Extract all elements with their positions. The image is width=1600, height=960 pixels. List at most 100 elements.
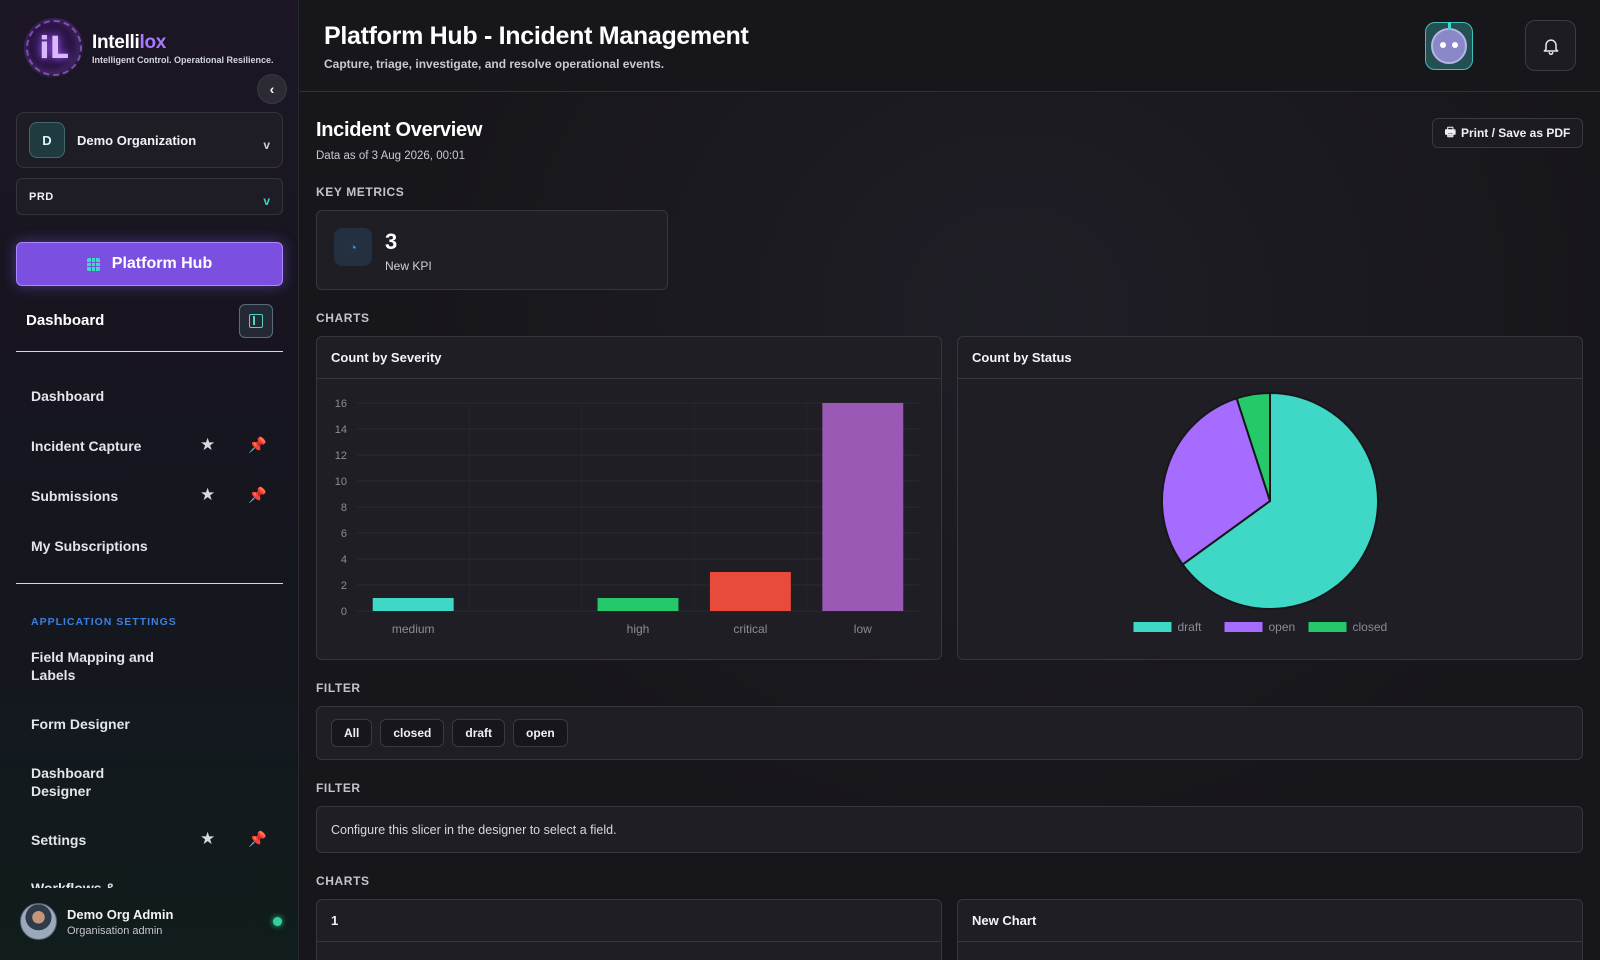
brand-name: Intellilox [92,31,167,53]
sidebar-item-submissions[interactable]: Submissions [31,488,119,504]
panel-left-icon [249,314,263,328]
notifications-button[interactable] [1525,20,1576,71]
printer-icon: 🖶 [1444,124,1456,139]
env-name: PRD [29,190,54,203]
sidebar-item-settings[interactable]: Settings [31,832,87,848]
app-settings-label: APPLICATION SETTINGS [31,616,177,628]
chart-card-1[interactable]: 1 [316,899,942,960]
pie-slice [1181,391,1379,610]
print-save-pdf-button[interactable]: 🖶 Print / Save as PDF [1432,118,1583,148]
filter-chip-open[interactable]: open [513,719,568,747]
filter-chip-all[interactable]: All [331,719,373,747]
legend-label: closed [1353,620,1388,634]
star-icon[interactable]: ★ [200,435,216,454]
divider [16,351,283,352]
avatar [20,903,57,940]
kpi-label: New KPI [385,259,432,273]
status-pie-chart: draft open closed [1133,391,1388,634]
pie-slice [1161,397,1272,566]
brand[interactable]: iL Intellilox Intelligent Control. Opera… [24,18,274,78]
y-tick-label: 10 [335,476,347,488]
environment-select[interactable]: PRD v [16,178,283,215]
x-tick-label: medium [392,622,435,636]
section-label-filter: FILTER [316,781,361,795]
legend-swatch [1308,622,1347,632]
online-status-icon [273,917,282,926]
sidebar-item-workflows[interactable]: Workflows & [31,880,116,888]
severity-chart-card[interactable]: Count by Severity 0 2 4 6 8 10 12 14 16 medium hig… [316,336,942,660]
user-name: Demo Org Admin [67,906,174,922]
section-label-charts: CHARTS [316,874,370,888]
page-subtitle: Capture, triage, investigate, and resolv… [324,57,665,71]
y-tick-label: 4 [341,554,347,566]
filter-chip-closed[interactable]: closed [380,719,445,747]
y-tick-label: 6 [341,528,347,540]
overview-title: Incident Overview [316,119,483,141]
organization-select[interactable]: D Demo Organization v [16,112,283,168]
star-icon[interactable]: ★ [200,829,216,848]
legend-label: open [1269,620,1296,634]
sidebar: iL Intellilox Intelligent Control. Opera… [0,0,299,960]
pin-icon[interactable]: 📌 [248,831,267,848]
sidebar-item-incident-capture[interactable]: Incident Capture [31,438,142,454]
unconfigured-slicer: Configure this slicer in the designer to… [316,806,1583,853]
chevron-left-icon: ‹ [269,81,275,97]
chevron-down-icon: v [263,193,270,208]
pin-icon[interactable]: 📌 [248,487,267,504]
bar [372,598,454,611]
top-header: Platform Hub - Incident Management Captu… [300,0,1600,92]
data-timestamp: Data as of 3 Aug 2026, 00:01 [316,150,465,162]
user-profile[interactable]: Demo Org Admin Organisation admin [20,903,282,940]
org-avatar: D [29,122,65,158]
status-chart-card[interactable]: Count by Status draft open closed [957,336,1583,660]
chart-title: Count by Status [958,337,1582,379]
y-tick-label: 8 [341,502,347,514]
x-tick-label: critical [733,622,767,636]
y-tick-label: 2 [341,580,347,592]
chart-card-new[interactable]: New Chart [957,899,1583,960]
chart-title: New Chart [958,900,1582,942]
y-tick-label: 0 [341,606,347,618]
brand-logo: iL [24,18,84,78]
sidebar-item-my-subscriptions[interactable]: My Subscriptions [31,538,148,554]
platform-hub-label: Platform Hub [111,255,213,272]
sidebar-item-dashboard[interactable]: Dashboard [31,388,105,404]
kpi-value: 3 [385,229,398,254]
bell-icon [1543,38,1558,55]
assistant-bot-button[interactable] [1425,22,1473,70]
sidebar-item-dashboard-designer[interactable]: Dashboard Designer [31,765,105,799]
x-tick-label: high [627,622,650,636]
bar [709,572,791,611]
star-icon[interactable]: ★ [200,485,216,504]
sidebar-section-title: Dashboard [26,312,105,329]
status-filter-slicer: All closed draft open [316,706,1583,760]
section-label-filter: FILTER [316,681,361,695]
section-label-key-metrics: KEY METRICS [316,185,405,199]
org-name: Demo Organization [77,132,197,148]
pin-icon[interactable]: 📌 [248,437,267,454]
filter-chip-draft[interactable]: draft [452,719,506,747]
y-tick-label: 14 [335,424,347,436]
main-content: Incident Overview Data as of 3 Aug 2026,… [300,93,1600,960]
chart-title: 1 [317,900,941,942]
brand-tagline: Intelligent Control. Operational Resilie… [92,54,274,65]
kpi-card[interactable]: ◔ 3 New KPI [316,210,668,290]
x-tick-label: low [854,622,872,636]
legend-swatch [1133,622,1172,632]
bar [822,403,904,611]
grid-icon [86,257,100,271]
dock-panel-button[interactable] [239,304,273,338]
pie-chart-icon: ◔ [334,228,372,266]
chevron-down-icon: v [263,138,270,152]
sidebar-item-field-mapping[interactable]: Field Mapping and Labels [31,649,154,683]
y-tick-label: 12 [335,450,347,462]
platform-hub-button[interactable]: Platform Hub [16,242,283,286]
collapse-sidebar-button[interactable]: ‹ [257,74,287,104]
pie-slice [1235,391,1271,502]
severity-bar-chart: 0 2 4 6 8 10 12 14 16 medium high critical low [335,398,919,636]
y-tick-label: 16 [335,398,347,410]
sidebar-item-form-designer[interactable]: Form Designer [31,716,130,732]
page-title: Platform Hub - Incident Management [324,22,749,50]
bar [597,598,679,611]
robot-icon [1431,22,1467,64]
